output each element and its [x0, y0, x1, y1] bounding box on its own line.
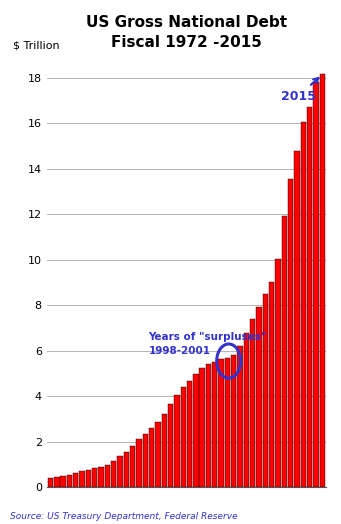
Bar [105, 465, 110, 487]
Bar [79, 472, 85, 487]
Bar [225, 358, 230, 487]
Bar [98, 467, 104, 487]
Bar [269, 282, 275, 487]
Bar [250, 320, 255, 487]
Bar [294, 151, 300, 487]
Bar [263, 294, 268, 487]
Bar [219, 358, 224, 487]
Bar [174, 395, 180, 487]
Text: 1998-2001: 1998-2001 [148, 346, 210, 356]
Bar [117, 456, 123, 487]
Bar [130, 446, 135, 487]
Bar [187, 380, 192, 487]
Text: 2015: 2015 [281, 78, 318, 103]
Bar [288, 179, 293, 487]
Bar [307, 106, 312, 487]
Bar [282, 216, 287, 487]
Bar [168, 404, 173, 487]
Bar [86, 470, 91, 487]
Title: US Gross National Debt
Fiscal 1972 -2015: US Gross National Debt Fiscal 1972 -2015 [86, 15, 287, 50]
Bar [212, 362, 218, 487]
Bar [231, 355, 236, 487]
Bar [67, 475, 72, 487]
Bar [313, 82, 318, 487]
Bar [48, 477, 53, 487]
Bar [320, 74, 325, 487]
Text: Years of "surpluses": Years of "surpluses" [148, 332, 267, 342]
Bar [60, 476, 66, 487]
Bar [73, 473, 78, 487]
Bar [92, 468, 98, 487]
Bar [111, 461, 116, 487]
Bar [193, 374, 198, 487]
Bar [206, 364, 211, 487]
Bar [162, 414, 167, 487]
Bar [143, 434, 148, 487]
Bar [180, 387, 186, 487]
Bar [155, 422, 161, 487]
Bar [256, 307, 262, 487]
Bar [136, 439, 142, 487]
Bar [124, 452, 129, 487]
Text: $ Trillion: $ Trillion [13, 41, 60, 51]
Bar [300, 122, 306, 487]
Bar [199, 368, 205, 487]
Bar [149, 428, 154, 487]
Bar [275, 259, 281, 487]
Bar [54, 477, 60, 487]
Bar [244, 333, 249, 487]
Bar [237, 346, 243, 487]
Text: Source: US Treasury Department, Federal Reserve: Source: US Treasury Department, Federal … [10, 512, 238, 521]
